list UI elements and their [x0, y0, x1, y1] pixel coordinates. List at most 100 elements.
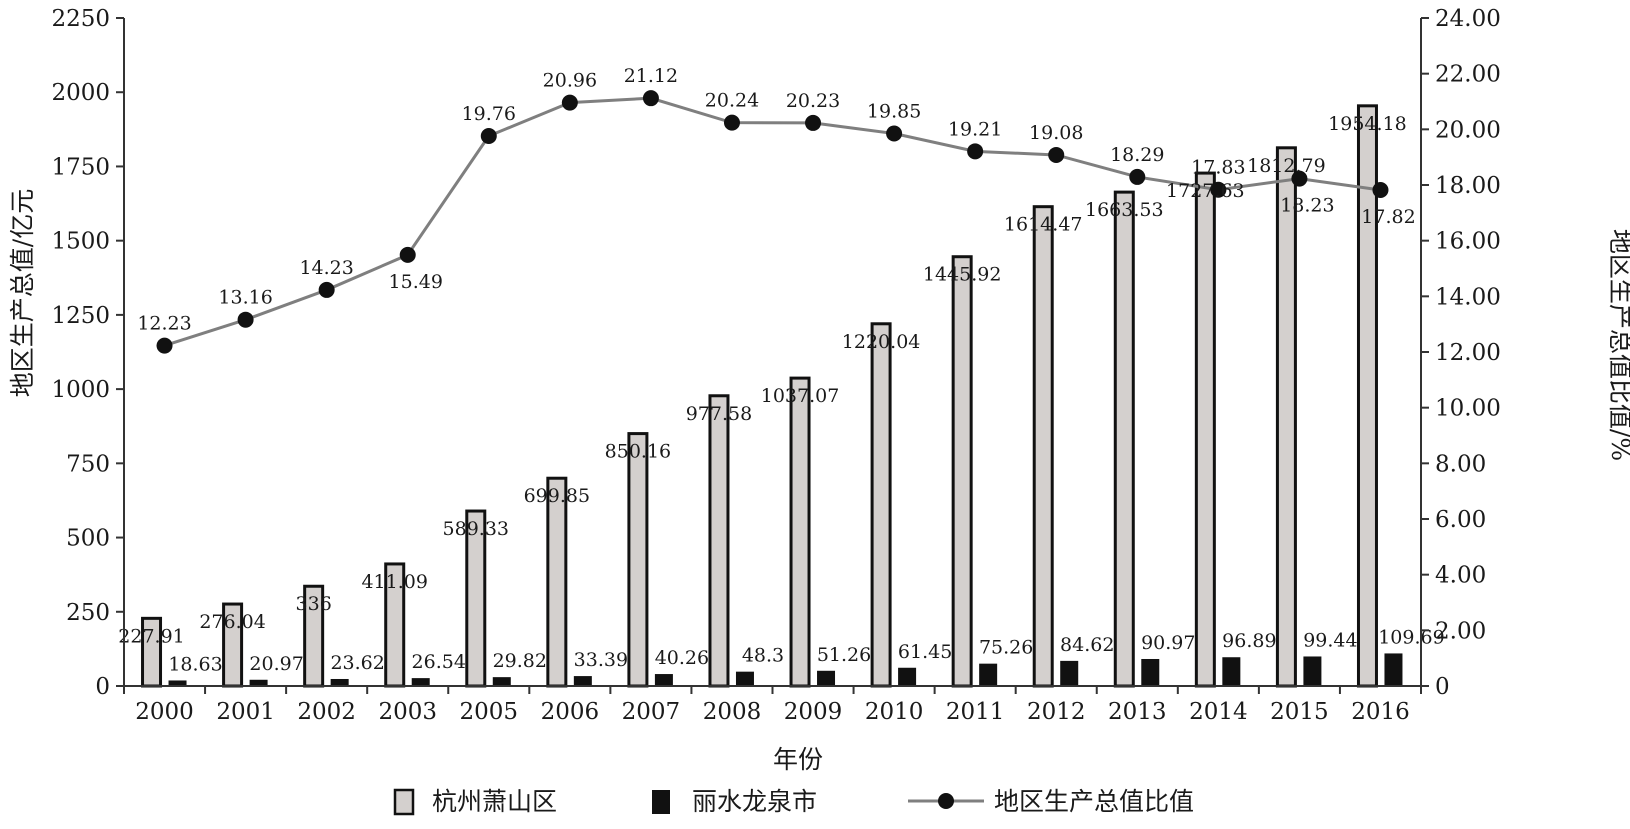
label-longquan-2002: 23.62 [330, 652, 384, 674]
right-tick-label-20.00: 20.00 [1435, 117, 1501, 143]
x-tick-label-2000: 2000 [135, 699, 194, 725]
right-axis-label: 地区生产总值比值/% [1606, 229, 1630, 461]
label-longquan-2001: 20.97 [249, 653, 303, 675]
label-ratio-2010: 19.85 [867, 101, 921, 123]
label-longquan-2011: 75.26 [979, 637, 1033, 659]
label-xiaoshan-2007: 850.16 [605, 441, 671, 463]
x-tick-label-2003: 2003 [378, 699, 437, 725]
legend-swatch-longquan [652, 790, 670, 814]
label-longquan-2000: 18.63 [168, 653, 222, 675]
ratio-point-2003 [399, 246, 416, 263]
label-xiaoshan-2015: 1812.79 [1247, 155, 1326, 177]
label-ratio-2005: 19.76 [462, 103, 516, 125]
label-xiaoshan-2009: 1037.07 [761, 385, 840, 407]
right-tick-label-0: 0 [1435, 674, 1450, 700]
right-tick-label-24.00: 24.00 [1435, 6, 1501, 32]
bar-xiaoshan-2008 [708, 394, 730, 688]
left-axis-ticks: 0 250 500 750 1000 1250 1500 1750 2000 2250 [51, 6, 124, 700]
x-tick-label-2001: 2001 [216, 699, 275, 725]
left-tick-label-2250: 2250 [51, 6, 110, 32]
bar-longquan-2013 [1141, 658, 1160, 686]
label-xiaoshan-2008: 977.58 [686, 403, 752, 425]
x-tick-label-2008: 2008 [703, 699, 762, 725]
left-tick-label-0: 0 [95, 674, 110, 700]
label-ratio-2011: 19.21 [948, 118, 1002, 140]
ratio-point-2011 [967, 143, 984, 160]
label-longquan-2009: 51.26 [817, 644, 871, 666]
label-ratio-2007: 21.12 [624, 65, 678, 87]
ratio-point-2006 [561, 94, 578, 111]
bar-longquan-2012 [1060, 660, 1079, 686]
label-xiaoshan-2010: 1220.04 [842, 331, 921, 353]
label-xiaoshan-2014: 1727.63 [1166, 180, 1245, 202]
x-tick-label-2013: 2013 [1108, 699, 1167, 725]
right-tick-label-6.00: 6.00 [1435, 507, 1486, 533]
x-tick-label-2016: 2016 [1351, 699, 1410, 725]
bar-longquan-2008 [735, 671, 754, 686]
label-longquan-2003: 26.54 [412, 651, 466, 673]
ratio-point-2014 [1210, 181, 1227, 198]
label-longquan-2008: 48.3 [742, 645, 784, 667]
ratio-point-2001 [237, 311, 254, 328]
bar-longquan-2003 [411, 678, 430, 686]
label-xiaoshan-2003: 411.09 [361, 571, 427, 593]
legend-label-xiaoshan: 杭州萧山区 [432, 787, 557, 816]
label-longquan-2007: 40.26 [655, 647, 709, 669]
label-longquan-2005: 29.82 [493, 650, 547, 672]
right-tick-label-4.00: 4.00 [1435, 563, 1486, 589]
ratio-point-2012 [1048, 146, 1065, 163]
label-ratio-2016: 17.82 [1361, 206, 1415, 228]
bar-xiaoshan-2009 [789, 376, 811, 688]
x-tick-label-2007: 2007 [622, 699, 681, 725]
ratio-line [164, 96, 1381, 348]
label-longquan-2013: 90.97 [1141, 632, 1195, 654]
left-tick-label-250: 250 [66, 600, 110, 626]
bar-xiaoshan-2010 [870, 322, 892, 688]
bar-xiaoshan-2007 [627, 432, 649, 688]
label-ratio-2009: 20.23 [786, 90, 840, 112]
bar-xiaoshan-2011 [951, 255, 973, 688]
ratio-point-2002 [318, 281, 335, 298]
label-longquan-2014: 96.89 [1222, 630, 1276, 652]
ratio-point-2005 [480, 128, 497, 145]
bar-longquan-2000 [168, 680, 187, 686]
x-tick-label-2015: 2015 [1270, 699, 1329, 725]
label-ratio-2015: 18.23 [1280, 195, 1334, 217]
label-xiaoshan-2013: 1663.53 [1085, 199, 1164, 221]
right-axis-ticks: 0 2.00 4.00 6.00 8.00 10.00 12.00 14.00 16.00 18.… [1421, 6, 1501, 700]
bar-longquan-2009 [817, 670, 836, 686]
x-axis-ticks: 2000 2001 2002 2003 2005 2006 2007 2008 2009 2010… [123, 686, 1422, 725]
bar-xiaoshan-2015 [1275, 146, 1297, 688]
x-axis-label: 年份 [773, 745, 823, 774]
left-tick-label-2000: 2000 [51, 80, 110, 106]
bar-longquan-2007 [654, 674, 673, 686]
right-tick-label-10.00: 10.00 [1435, 396, 1501, 422]
left-tick-label-1250: 1250 [51, 303, 110, 329]
ratio-point-2007 [642, 90, 659, 107]
x-tick-label-2011: 2011 [946, 699, 1005, 725]
bar-longquan-2016 [1384, 653, 1403, 686]
label-xiaoshan-2006: 699.85 [524, 485, 590, 507]
x-tick-label-2009: 2009 [784, 699, 843, 725]
label-longquan-2012: 84.62 [1060, 634, 1114, 656]
label-xiaoshan-2000: 227.91 [118, 625, 184, 647]
right-tick-label-18.00: 18.00 [1435, 173, 1501, 199]
ratio-point-2016 [1372, 182, 1389, 199]
bar-longquan-2001 [249, 679, 268, 686]
legend-marker-ratio [938, 793, 954, 809]
label-xiaoshan-2016: 1954.18 [1328, 113, 1407, 135]
bar-longquan-2011 [979, 663, 998, 686]
right-tick-label-14.00: 14.00 [1435, 284, 1501, 310]
left-axis-label: 地区生产总值/亿元 [8, 189, 37, 397]
x-tick-label-2005: 2005 [460, 699, 519, 725]
label-ratio-2001: 13.16 [218, 287, 272, 309]
ratio-point-2000 [156, 337, 173, 354]
bar-longquan-2005 [492, 677, 511, 686]
left-tick-label-1500: 1500 [51, 229, 110, 255]
legend-label-ratio: 地区生产总值比值 [994, 787, 1194, 816]
right-tick-label-16.00: 16.00 [1435, 229, 1501, 255]
bar-longquan-2006 [573, 676, 592, 686]
right-tick-label-2.00: 2.00 [1435, 618, 1486, 644]
label-ratio-2002: 14.23 [299, 257, 353, 279]
